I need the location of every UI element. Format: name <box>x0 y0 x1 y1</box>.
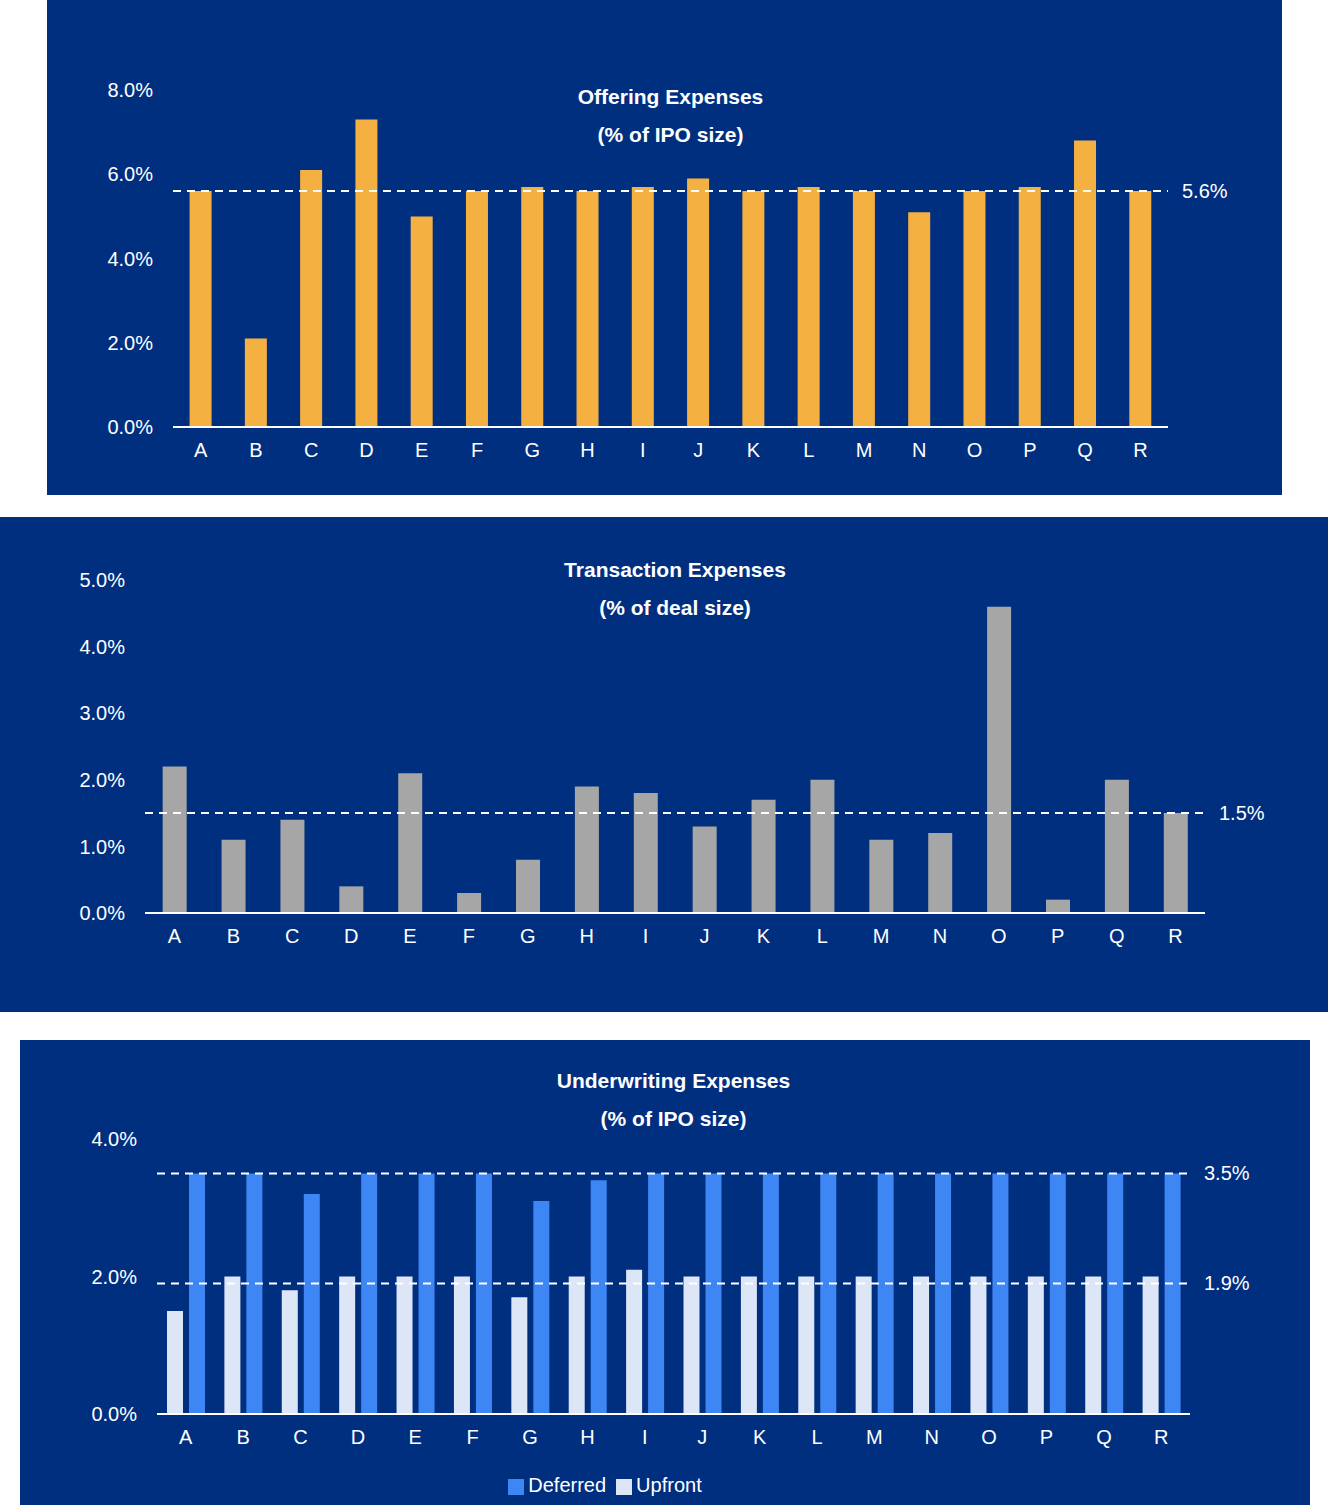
svg-text:C: C <box>285 925 299 947</box>
svg-text:8.0%: 8.0% <box>107 79 153 101</box>
svg-text:R: R <box>1133 439 1147 461</box>
svg-text:O: O <box>967 439 983 461</box>
svg-text:4.0%: 4.0% <box>107 248 153 270</box>
svg-text:M: M <box>866 1426 883 1448</box>
svg-text:I: I <box>642 1426 648 1448</box>
svg-text:E: E <box>415 439 428 461</box>
svg-text:N: N <box>933 925 947 947</box>
svg-text:R: R <box>1154 1426 1168 1448</box>
html-text:(% of IPO size): (% of IPO size) <box>600 1107 747 1130</box>
svg-text:I: I <box>640 439 646 461</box>
svg-text:K: K <box>757 925 771 947</box>
html-text:Upfront: Upfront <box>636 1474 702 1496</box>
svg-text:B: B <box>236 1426 249 1448</box>
svg-text:D: D <box>359 439 373 461</box>
html-text:Underwriting Expenses: Underwriting Expenses <box>556 1069 791 1092</box>
svg-text:P: P <box>1051 925 1064 947</box>
svg-text:G: G <box>525 439 541 461</box>
svg-text:K: K <box>747 439 761 461</box>
svg-text:4.0%: 4.0% <box>79 636 125 658</box>
svg-text:G: G <box>520 925 536 947</box>
html-text:Offering Expenses: Offering Expenses <box>577 85 764 108</box>
svg-text:D: D <box>344 925 358 947</box>
svg-text:P: P <box>1040 1426 1053 1448</box>
svg-text:C: C <box>293 1426 307 1448</box>
svg-text:M: M <box>873 925 890 947</box>
html-text:(% of IPO size): (% of IPO size) <box>597 123 744 146</box>
svg-text:2.0%: 2.0% <box>91 1266 137 1288</box>
html-text:Transaction Expenses: Transaction Expenses <box>564 558 786 581</box>
svg-text:C: C <box>304 439 318 461</box>
svg-text:J: J <box>699 925 709 947</box>
svg-text:E: E <box>409 1426 422 1448</box>
svg-text:5.6%: 5.6% <box>1182 180 1228 202</box>
svg-text:R: R <box>1168 925 1182 947</box>
svg-text:Q: Q <box>1096 1426 1112 1448</box>
svg-text:M: M <box>856 439 873 461</box>
svg-text:1.0%: 1.0% <box>79 836 125 858</box>
svg-text:L: L <box>803 439 814 461</box>
svg-text:H: H <box>579 925 593 947</box>
svg-text:E: E <box>403 925 416 947</box>
svg-text:P: P <box>1023 439 1036 461</box>
svg-text:2.0%: 2.0% <box>79 769 125 791</box>
svg-text:K: K <box>753 1426 767 1448</box>
svg-text:Q: Q <box>1077 439 1093 461</box>
svg-text:F: F <box>471 439 483 461</box>
svg-text:1.9%: 1.9% <box>1204 1272 1250 1294</box>
svg-text:J: J <box>697 1426 707 1448</box>
svg-text:5.0%: 5.0% <box>79 569 125 591</box>
svg-text:G: G <box>522 1426 538 1448</box>
svg-text:H: H <box>580 439 594 461</box>
svg-text:O: O <box>981 1426 997 1448</box>
svg-text:H: H <box>580 1426 594 1448</box>
html-text:(% of deal size): (% of deal size) <box>599 596 751 619</box>
svg-text:B: B <box>227 925 240 947</box>
svg-text:A: A <box>179 1426 193 1448</box>
svg-text:Q: Q <box>1109 925 1125 947</box>
svg-text:4.0%: 4.0% <box>91 1128 137 1150</box>
svg-text:2.0%: 2.0% <box>107 332 153 354</box>
svg-text:D: D <box>351 1426 365 1448</box>
svg-text:L: L <box>811 1426 822 1448</box>
svg-text:6.0%: 6.0% <box>107 163 153 185</box>
svg-text:3.5%: 3.5% <box>1204 1162 1250 1184</box>
svg-text:0.0%: 0.0% <box>79 902 125 924</box>
svg-text:A: A <box>168 925 182 947</box>
svg-text:B: B <box>249 439 262 461</box>
svg-text:O: O <box>991 925 1007 947</box>
svg-text:F: F <box>467 1426 479 1448</box>
svg-text:1.5%: 1.5% <box>1219 802 1265 824</box>
svg-text:F: F <box>463 925 475 947</box>
svg-text:I: I <box>643 925 649 947</box>
svg-text:N: N <box>925 1426 939 1448</box>
svg-text:J: J <box>693 439 703 461</box>
svg-text:3.0%: 3.0% <box>79 702 125 724</box>
html-text:Deferred: Deferred <box>528 1474 607 1496</box>
svg-text:A: A <box>194 439 208 461</box>
svg-text:N: N <box>912 439 926 461</box>
svg-text:0.0%: 0.0% <box>91 1403 137 1425</box>
svg-text:0.0%: 0.0% <box>107 416 153 438</box>
svg-text:L: L <box>817 925 828 947</box>
